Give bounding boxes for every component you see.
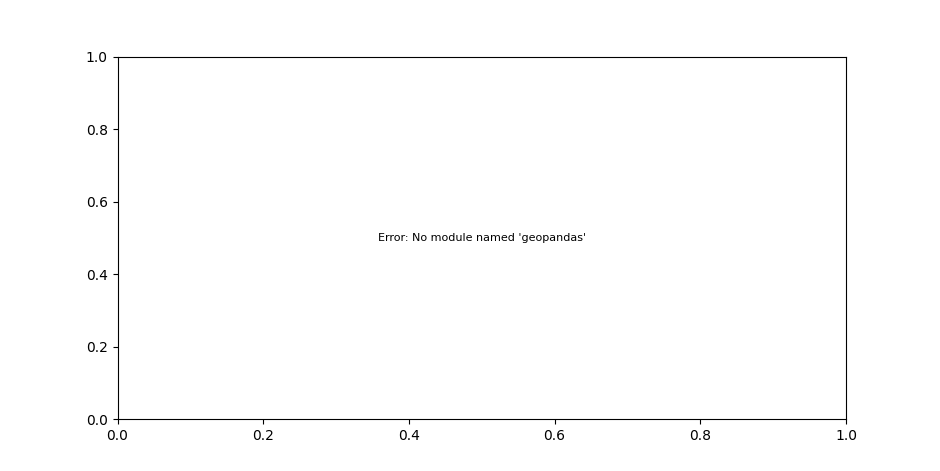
Text: Error: No module named 'geopandas': Error: No module named 'geopandas'	[378, 233, 586, 243]
